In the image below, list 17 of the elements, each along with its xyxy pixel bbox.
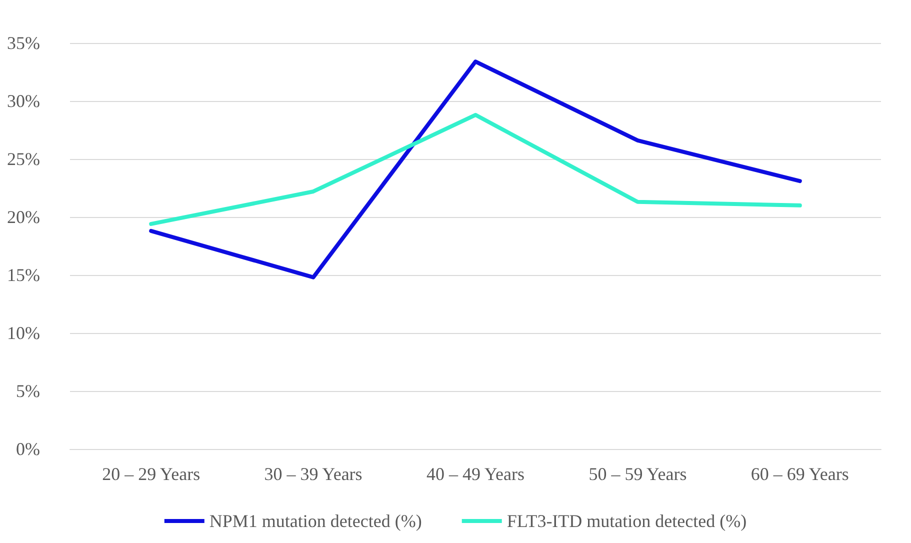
y-tick-label: 20% [7, 207, 40, 227]
legend-label: NPM1 mutation detected (%) [209, 511, 422, 531]
y-tick-label: 35% [7, 33, 40, 53]
line-series [149, 112, 802, 226]
y-tick-label: 10% [7, 323, 40, 343]
y-tick-label: 5% [16, 381, 40, 401]
x-tick-label: 50 – 59 Years [588, 464, 687, 484]
x-tick-label: 40 – 49 Years [426, 464, 525, 484]
x-tick-label: 20 – 29 Years [102, 464, 200, 484]
x-tick-label: 60 – 69 Years [750, 464, 849, 484]
x-tick-label: 30 – 39 Years [264, 464, 362, 484]
y-tick-label: 25% [7, 149, 40, 169]
line-series [149, 60, 802, 280]
y-tick-label: 30% [7, 91, 40, 111]
y-tick-label: 0% [16, 439, 40, 459]
legend-label: FLT3-ITD mutation detected (%) [506, 511, 747, 531]
y-tick-label: 15% [7, 265, 40, 285]
